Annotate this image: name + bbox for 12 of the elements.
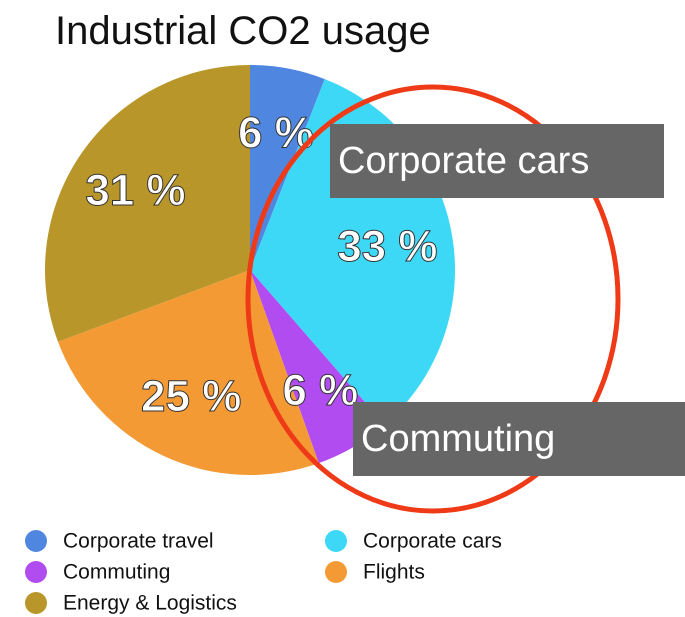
data-label: 31 %: [85, 166, 186, 216]
legend-label: Flights: [363, 560, 425, 584]
text: Commuting: [361, 418, 556, 460]
data-label: 33 %: [337, 222, 438, 271]
text: Corporate cars: [338, 140, 590, 182]
chart-title: Industrial CO2 usage: [55, 9, 431, 53]
pie-slice: [58, 270, 319, 475]
legend-label: Corporate travel: [63, 530, 214, 552]
legend-label: Corporate cars: [363, 530, 502, 552]
legend-label: Energy & Logistics: [63, 592, 237, 614]
legend-label: Commuting: [63, 560, 170, 584]
data-label: 25 %: [141, 372, 242, 421]
